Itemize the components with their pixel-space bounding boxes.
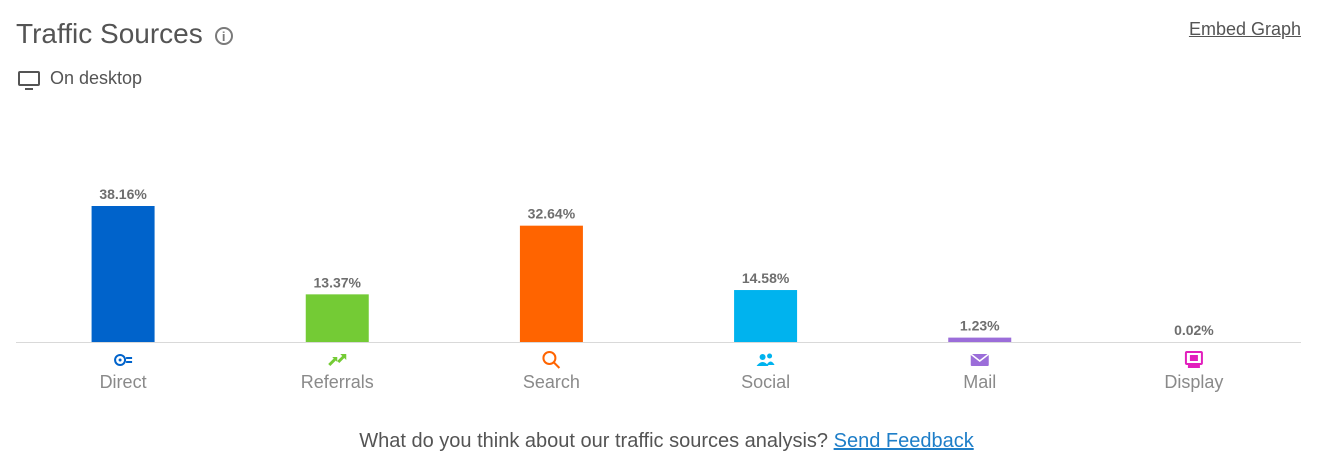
bar-direct[interactable] — [91, 206, 155, 342]
category-label-mail: Mail — [963, 372, 996, 392]
category-label-search: Search — [523, 372, 580, 392]
value-label-referrals: 13.37% — [314, 274, 362, 290]
bar-search[interactable] — [519, 225, 583, 342]
embed-graph-link[interactable]: Embed Graph — [1188, 19, 1301, 39]
mail-icon — [970, 353, 990, 366]
category-label-social: Social — [741, 372, 790, 392]
display-icon — [1184, 351, 1203, 368]
value-label-social: 14.58% — [742, 270, 790, 286]
feedback-row: What do you think about our traffic sour… — [0, 430, 1333, 453]
social-icon — [756, 353, 775, 366]
chart-title-row: Traffic Sources i — [16, 18, 233, 50]
search-icon — [542, 351, 561, 369]
feedback-question: What do you think about our traffic sour… — [359, 430, 829, 452]
device-label: On desktop — [50, 68, 143, 88]
device-indicator: On desktop — [18, 68, 143, 90]
category-label-referrals: Referrals — [301, 372, 374, 392]
bar-mail[interactable] — [948, 337, 1012, 342]
send-feedback-link[interactable]: Send Feedback — [833, 430, 974, 452]
category-label-display: Display — [1164, 372, 1223, 392]
referrals-icon — [328, 353, 347, 367]
desktop-icon — [18, 71, 40, 90]
bar-chart: 38.16% Direct 13.37% Referrals 32.64% Search 1… — [16, 186, 1301, 392]
info-icon[interactable]: i — [214, 27, 233, 45]
bar-social[interactable] — [734, 290, 798, 342]
page-title: Traffic Sources — [16, 18, 203, 49]
value-label-display: 0.02% — [1174, 322, 1214, 338]
direct-icon — [114, 354, 133, 366]
value-label-search: 32.64% — [528, 206, 576, 222]
value-label-direct: 38.16% — [99, 186, 147, 202]
category-label-direct: Direct — [100, 372, 147, 392]
value-label-mail: 1.23% — [960, 318, 1000, 334]
bar-referrals[interactable] — [305, 294, 369, 342]
